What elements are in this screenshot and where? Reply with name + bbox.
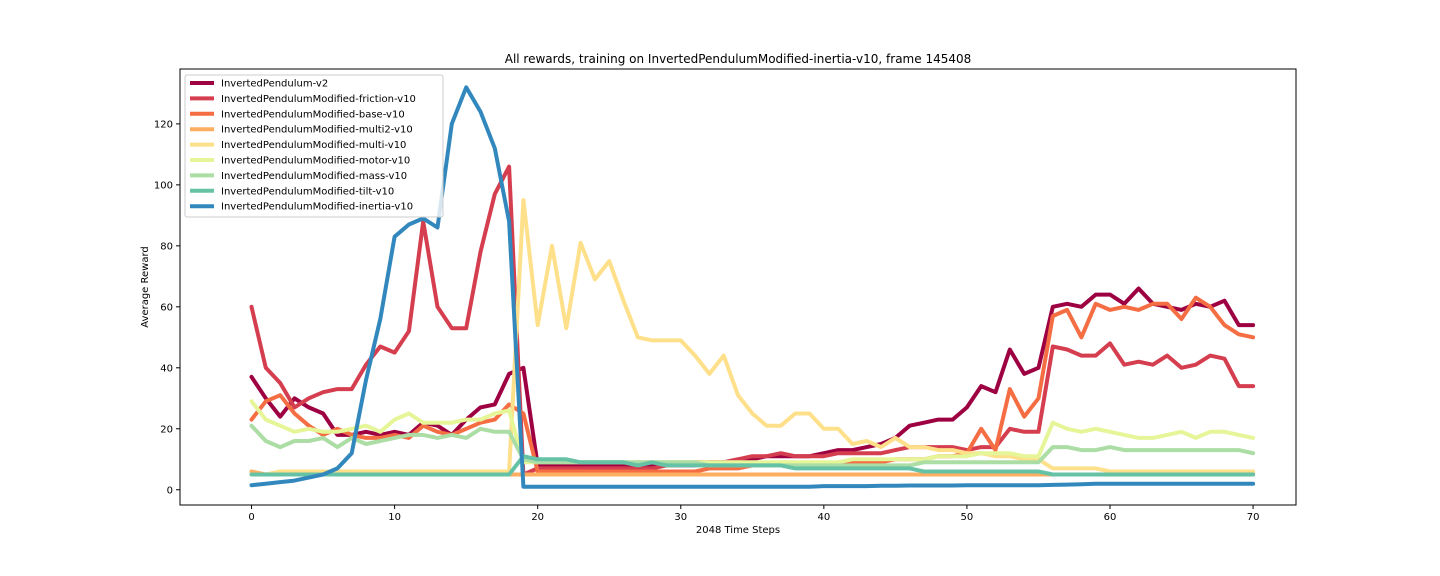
legend-label: InvertedPendulum-v2 [221,79,328,90]
plot-frame [179,68,1297,506]
x-tick-label: 50 [961,512,974,523]
series-line-8 [249,454,1256,477]
chart-title: All rewards, training on InvertedPendulu… [505,52,972,66]
legend-label: InvertedPendulumModified-friction-v10 [221,94,416,105]
series-line-9 [249,85,1256,489]
legend-label: InvertedPendulumModified-multi-v10 [221,140,406,151]
y-axis-title: Average Reward [140,246,151,327]
y-tick-label: 120 [154,119,173,130]
x-axis-title: 2048 Time Steps [696,525,780,536]
legend-box [184,74,444,218]
x-tick-label: 60 [1104,512,1117,523]
legend-label: InvertedPendulumModified-multi2-v10 [221,125,413,136]
series-line-2 [249,164,1256,477]
series-line-5 [249,198,1256,477]
series-layer [249,85,1256,489]
y-tick-label: 20 [160,424,173,435]
legend-label: InvertedPendulumModified-base-v10 [221,109,405,120]
y-axis: 0 20 40 60 80 100 120 [154,119,180,496]
y-tick-label: 100 [154,180,173,191]
x-tick-label: 0 [248,512,254,523]
legend-label: InvertedPendulumModified-inertia-v10 [221,202,413,213]
x-tick-label: 20 [531,512,544,523]
legend-label: InvertedPendulumModified-tilt-v10 [221,186,394,197]
x-tick-label: 70 [1247,512,1260,523]
y-tick-label: 40 [160,363,173,374]
y-tick-label: 80 [160,241,173,252]
y-tick-label: 0 [167,485,173,496]
series-line-6 [249,399,1256,465]
series-line-1 [249,286,1256,468]
legend: InvertedPendulum-v2 InvertedPendulumModif… [184,74,444,218]
legend-label: InvertedPendulumModified-mass-v10 [221,171,407,182]
legend-label: InvertedPendulumModified-motor-v10 [221,156,410,167]
x-axis: 0 10 20 30 40 50 60 70 [248,505,1259,523]
series-line-3 [249,295,1256,474]
x-tick-label: 40 [817,512,830,523]
x-tick-label: 10 [388,512,401,523]
x-tick-label: 30 [674,512,687,523]
y-tick-label: 60 [160,302,173,313]
